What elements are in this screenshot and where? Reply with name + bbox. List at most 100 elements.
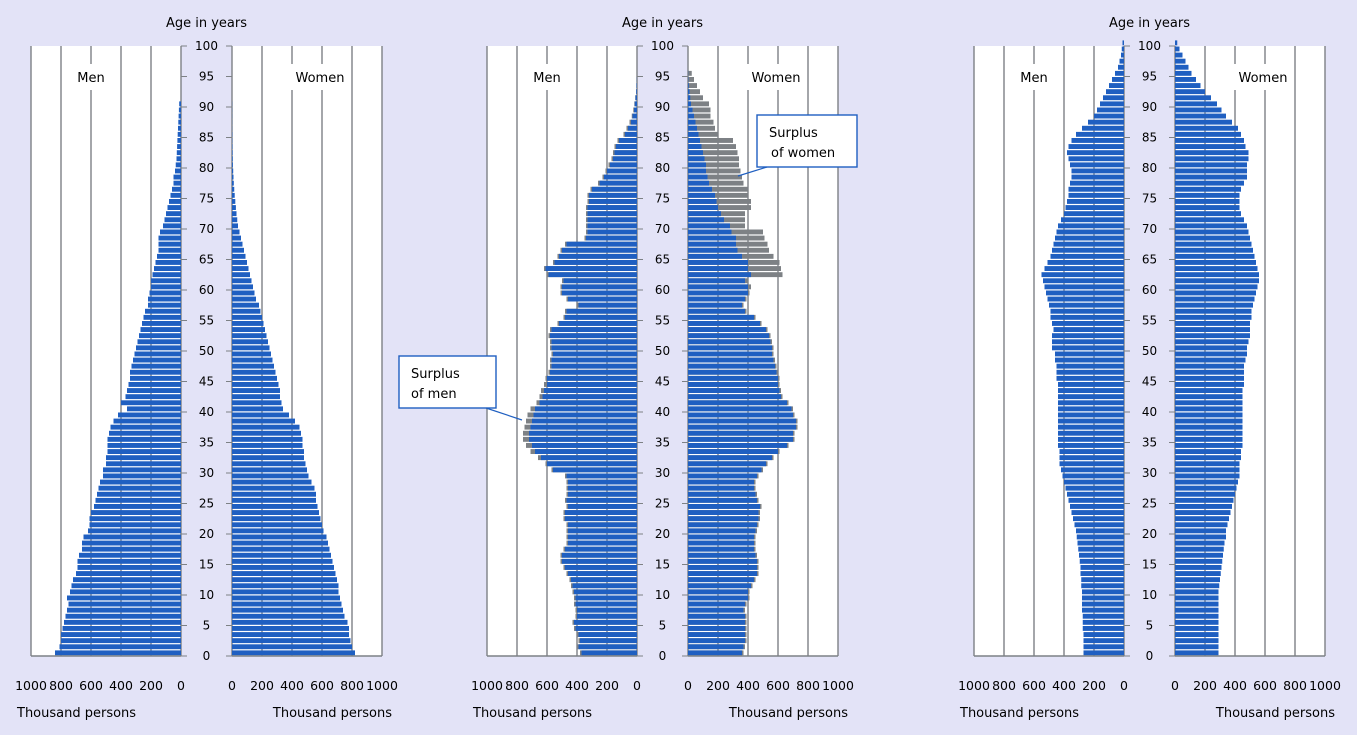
- bar-women: [1175, 595, 1219, 601]
- bar-women: [1175, 552, 1223, 558]
- bar-men: [1058, 430, 1124, 436]
- bar-surplus-women: [688, 107, 711, 113]
- bar-men: [1083, 638, 1124, 644]
- bar-women: [232, 162, 233, 168]
- bar-men: [553, 351, 637, 357]
- bar-women: [1175, 125, 1238, 131]
- bar-men: [587, 205, 637, 210]
- bar-women: [688, 83, 689, 88]
- bar-men: [562, 284, 637, 290]
- bar-men: [1053, 241, 1124, 247]
- bar-men: [535, 406, 637, 412]
- bar-women: [688, 205, 718, 210]
- x-tick-label-men: 200: [595, 678, 619, 693]
- x-tick-label-women: 800: [340, 678, 364, 693]
- bar-men: [1106, 89, 1124, 95]
- bar-women: [688, 522, 757, 528]
- bar-men: [1058, 400, 1124, 406]
- bar-women: [232, 284, 253, 290]
- bar-men: [91, 510, 181, 515]
- bar-women: [688, 168, 706, 174]
- bar-women: [232, 485, 315, 491]
- bar-women: [232, 619, 348, 625]
- bar-men: [130, 375, 181, 381]
- bar-women: [688, 241, 736, 247]
- bar-women: [688, 601, 745, 607]
- bar-men: [1059, 455, 1124, 461]
- bar-men: [160, 229, 181, 235]
- x-tick-label-women: 200: [706, 678, 730, 693]
- bar-men: [568, 571, 637, 576]
- x-tick-label-women: 200: [1193, 678, 1217, 693]
- x-tick-label-women: 400: [1223, 678, 1247, 693]
- bar-men: [103, 473, 181, 479]
- age-tick-label: 85: [1142, 131, 1157, 145]
- bar-women: [688, 107, 693, 113]
- bar-men: [1058, 412, 1124, 418]
- bar-women: [1175, 296, 1255, 302]
- bar-women: [1175, 119, 1232, 125]
- bar-women: [1175, 192, 1240, 198]
- bar-women: [232, 253, 246, 259]
- bar-women: [232, 516, 321, 522]
- bar-men: [163, 223, 181, 229]
- bar-men: [103, 467, 181, 473]
- bar-men: [577, 613, 637, 619]
- bar-men: [1044, 284, 1124, 290]
- bar-women: [688, 186, 712, 192]
- x-tick-label-women: 1000: [366, 678, 398, 693]
- age-axis-title: Age in years: [166, 16, 247, 31]
- bar-men: [1055, 235, 1124, 241]
- bar-men: [541, 455, 637, 461]
- bar-women: [688, 290, 748, 296]
- bar-men: [619, 138, 637, 143]
- bar-men: [544, 388, 637, 393]
- bar-men: [1115, 70, 1124, 76]
- bar-women: [232, 321, 264, 326]
- age-tick-label: 60: [199, 283, 214, 297]
- plot-area-women: [232, 46, 382, 656]
- bar-surplus-women: [688, 131, 718, 137]
- bar-men: [1052, 339, 1124, 345]
- bar-women: [232, 382, 279, 387]
- bar-women: [688, 235, 736, 241]
- men-label: Men: [77, 71, 104, 86]
- age-tick-label: 30: [199, 466, 214, 480]
- bar-women: [1175, 619, 1219, 625]
- bar-women: [1175, 626, 1219, 631]
- x-tick-label-men: 600: [79, 678, 103, 693]
- bar-men: [580, 638, 637, 644]
- bar-women: [232, 308, 261, 314]
- bar-men: [89, 522, 181, 528]
- bar-women: [688, 412, 793, 418]
- bar-women: [1175, 522, 1228, 528]
- bar-women: [688, 400, 787, 406]
- bar-women: [1175, 40, 1178, 46]
- bar-men: [55, 650, 181, 656]
- bar-men: [1077, 540, 1124, 546]
- bar-men: [1052, 333, 1124, 339]
- bar-women: [1175, 260, 1256, 265]
- x-tick-label-women: 400: [280, 678, 304, 693]
- bar-men: [1062, 473, 1124, 479]
- bar-men: [77, 565, 181, 570]
- bar-men: [133, 357, 181, 363]
- callout-leader-surplus-men: [485, 407, 523, 421]
- bar-men: [1058, 394, 1124, 400]
- bar-surplus-women: [688, 119, 714, 125]
- age-tick-label: 35: [1142, 436, 1157, 450]
- bar-men: [1058, 418, 1124, 424]
- bar-men: [1064, 211, 1124, 217]
- bar-women: [1175, 247, 1253, 253]
- bar-men: [107, 436, 181, 442]
- bar-men: [151, 278, 181, 284]
- bar-men: [1055, 351, 1124, 357]
- bar-men: [175, 168, 181, 174]
- bar-women: [688, 424, 796, 430]
- bar-men: [559, 321, 637, 326]
- bar-men: [1055, 357, 1124, 363]
- age-tick-label: 70: [199, 222, 214, 236]
- bar-women: [232, 467, 307, 473]
- bar-men: [1047, 296, 1124, 302]
- bar-women: [688, 199, 717, 204]
